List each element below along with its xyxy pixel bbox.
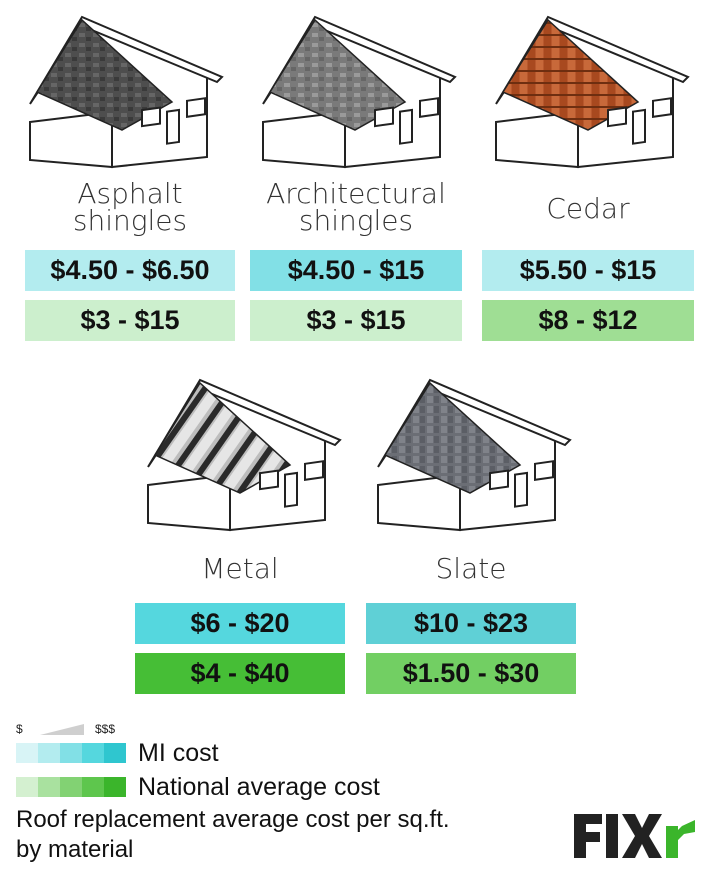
national-scale-step (60, 777, 82, 797)
caption-line2: by material (16, 836, 134, 863)
legend-scale-wedge-icon (40, 724, 84, 735)
national-scale-swatch (16, 777, 126, 797)
national-scale-step (16, 777, 38, 797)
slate-house-icon (377, 378, 572, 532)
cedar-label: Cedar (482, 192, 694, 225)
slate-mi-cost: $10 - $23 (366, 603, 576, 644)
architectural-house-icon (262, 15, 457, 169)
architectural-label-line2: shingles (298, 204, 414, 237)
national-scale-step (82, 777, 104, 797)
mi-scale-step (60, 743, 82, 763)
cedar-house-icon (495, 15, 690, 169)
mi-scale-step (104, 743, 126, 763)
mi-scale-step (38, 743, 60, 763)
fixr-logo (574, 814, 695, 858)
mi-scale-step (82, 743, 104, 763)
legend-mi-label: MI cost (138, 739, 219, 767)
asphalt-national-cost: $3 - $15 (25, 300, 235, 341)
slate-national-cost: $1.50 - $30 (366, 653, 576, 694)
national-scale-step (38, 777, 60, 797)
cedar-national-cost: $8 - $12 (482, 300, 694, 341)
national-scale-step (104, 777, 126, 797)
metal-house-icon (147, 378, 342, 532)
caption-line1: Roof replacement average cost per sq.ft. (16, 806, 450, 833)
mi-scale-swatch (16, 743, 126, 763)
metal-label-line1: Metal (201, 552, 279, 585)
architectural-label: Architectural shingles (250, 177, 462, 237)
cedar-mi-cost: $5.50 - $15 (482, 250, 694, 291)
asphalt-house-icon (29, 15, 224, 169)
metal-label: Metal (135, 552, 345, 585)
asphalt-mi-cost: $4.50 - $6.50 (25, 250, 235, 291)
legend-national-label: National average cost (138, 773, 380, 801)
architectural-mi-cost: $4.50 - $15 (250, 250, 462, 291)
architectural-national-cost: $3 - $15 (250, 300, 462, 341)
metal-national-cost: $4 - $40 (135, 653, 345, 694)
metal-mi-cost: $6 - $20 (135, 603, 345, 644)
caption: Roof replacement average cost per sq.ft.… (16, 805, 450, 865)
slate-label: Slate (366, 552, 576, 585)
legend-low-symbol: $ (16, 722, 23, 736)
asphalt-label-line1: Asphalt (77, 177, 183, 210)
mi-scale-step (16, 743, 38, 763)
asphalt-label: Asphalt shingles (25, 177, 235, 237)
architectural-label-line1: Architectural (266, 177, 446, 210)
asphalt-label-line2: shingles (72, 204, 188, 237)
slate-label-line1: Slate (435, 552, 507, 585)
cedar-label-line1: Cedar (546, 192, 630, 225)
legend-high-symbol: $$$ (95, 722, 116, 736)
